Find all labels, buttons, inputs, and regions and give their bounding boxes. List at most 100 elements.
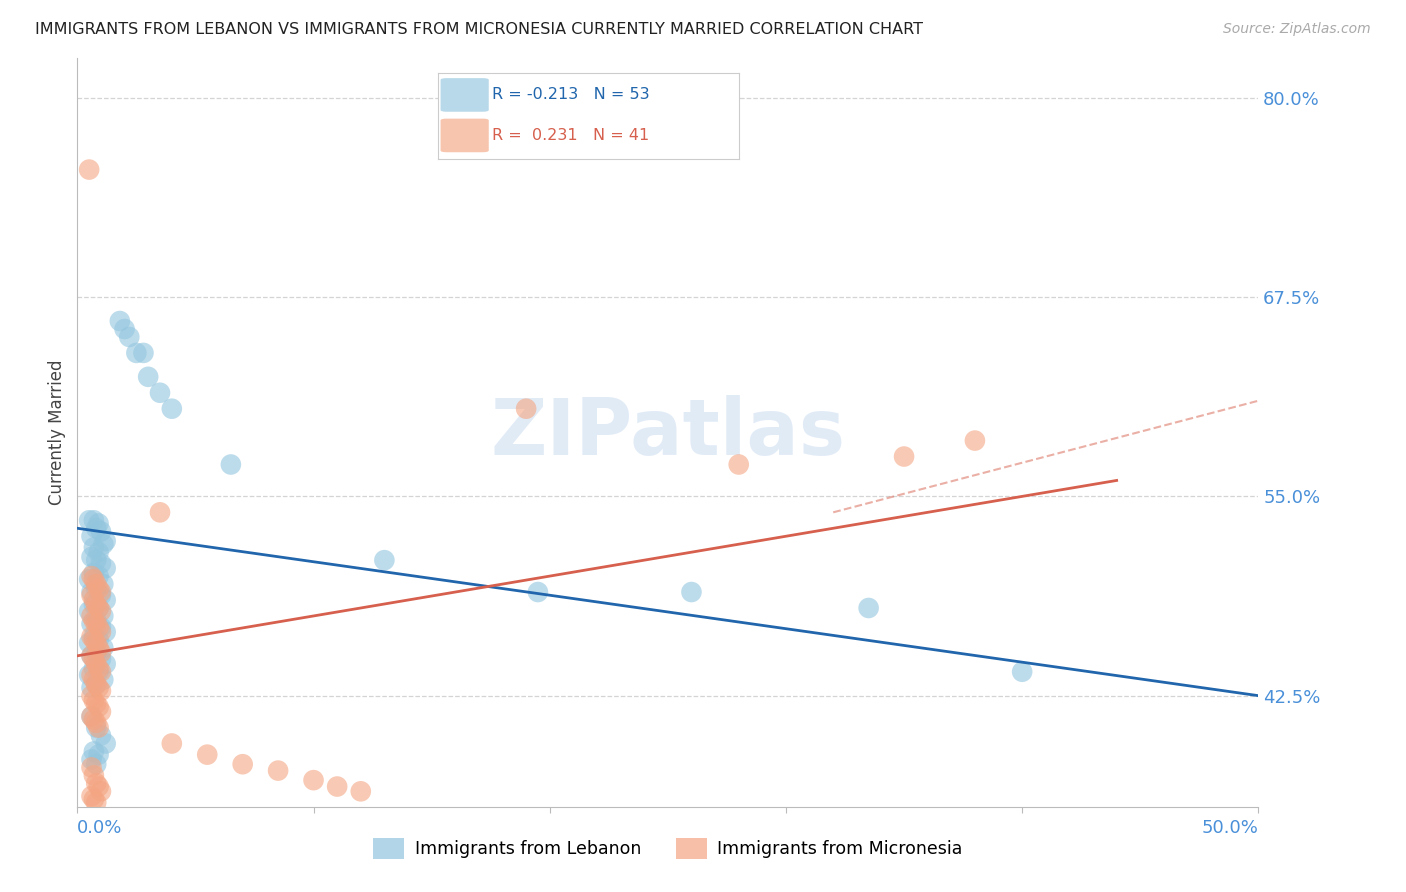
Point xyxy=(90,646,112,660)
Point xyxy=(83,744,105,758)
Text: IMMIGRANTS FROM LEBANON VS IMMIGRANTS FROM MICRONESIA CURRENTLY MARRIED CORRELAT: IMMIGRANTS FROM LEBANON VS IMMIGRANTS FR… xyxy=(35,22,924,37)
Point xyxy=(77,572,100,586)
Text: 50.0%: 50.0% xyxy=(1202,820,1258,838)
Point xyxy=(80,630,103,644)
Point xyxy=(118,330,141,344)
Point xyxy=(94,737,117,751)
Point xyxy=(83,513,105,527)
Point xyxy=(90,524,112,539)
Point xyxy=(84,598,107,612)
Point xyxy=(80,760,103,774)
Point xyxy=(84,582,107,596)
Point xyxy=(108,314,131,328)
Point xyxy=(80,549,103,564)
Point xyxy=(90,705,112,719)
Point xyxy=(83,614,105,628)
Point xyxy=(87,699,110,714)
Point xyxy=(84,657,107,671)
Point xyxy=(83,713,105,727)
Y-axis label: Currently Married: Currently Married xyxy=(48,359,66,506)
Point xyxy=(77,668,100,682)
Point xyxy=(83,693,105,707)
Point xyxy=(160,401,183,416)
Text: 0.0%: 0.0% xyxy=(77,820,122,838)
Point xyxy=(87,516,110,531)
Point xyxy=(149,385,172,400)
Point xyxy=(87,601,110,615)
Point xyxy=(90,729,112,743)
Point xyxy=(267,764,290,778)
Point xyxy=(87,620,110,634)
Point xyxy=(80,689,103,703)
Point xyxy=(87,582,110,596)
Point xyxy=(84,521,107,535)
Point xyxy=(80,648,103,663)
Point xyxy=(83,572,105,586)
Point xyxy=(84,757,107,772)
Point xyxy=(90,620,112,634)
Point xyxy=(77,162,100,177)
Point xyxy=(83,768,105,782)
Point xyxy=(94,593,117,607)
Point xyxy=(1011,665,1033,679)
Point xyxy=(80,709,103,723)
Point xyxy=(84,715,107,730)
Point xyxy=(80,668,103,682)
Point xyxy=(94,561,117,575)
Point xyxy=(84,553,107,567)
Point xyxy=(80,681,103,695)
Point xyxy=(963,434,986,448)
Point xyxy=(84,776,107,790)
Point xyxy=(87,681,110,695)
Point xyxy=(219,458,242,472)
Point xyxy=(83,652,105,666)
Point xyxy=(80,529,103,543)
Point xyxy=(80,588,103,602)
Point xyxy=(91,537,114,551)
Point xyxy=(91,609,114,624)
Point xyxy=(80,709,103,723)
Point xyxy=(84,577,107,591)
Point xyxy=(80,789,103,803)
Point xyxy=(160,737,183,751)
Point xyxy=(87,601,110,615)
Point xyxy=(232,757,254,772)
Point xyxy=(84,677,107,691)
Point xyxy=(87,545,110,559)
Text: Source: ZipAtlas.com: Source: ZipAtlas.com xyxy=(1223,22,1371,37)
Point xyxy=(90,624,112,639)
Point xyxy=(87,640,110,655)
Point xyxy=(91,577,114,591)
Point xyxy=(90,585,112,599)
Point xyxy=(527,585,550,599)
Point xyxy=(77,513,100,527)
Point xyxy=(114,322,136,336)
Point xyxy=(84,721,107,735)
Text: ZIPatlas: ZIPatlas xyxy=(491,394,845,471)
Point xyxy=(195,747,218,762)
Point xyxy=(83,566,105,580)
Point xyxy=(373,553,395,567)
Point xyxy=(149,505,172,519)
Point xyxy=(83,632,105,647)
Point xyxy=(84,646,107,660)
Point xyxy=(90,604,112,618)
Point xyxy=(91,640,114,655)
Point xyxy=(94,534,117,549)
Point xyxy=(350,784,373,798)
Point xyxy=(83,792,105,806)
Point xyxy=(80,648,103,663)
Point xyxy=(91,673,114,687)
Point xyxy=(87,780,110,794)
Point xyxy=(84,616,107,631)
Point xyxy=(83,541,105,555)
Point xyxy=(84,697,107,711)
Point xyxy=(90,557,112,571)
Point xyxy=(83,598,105,612)
Point xyxy=(515,401,537,416)
Point xyxy=(90,588,112,602)
Point xyxy=(87,665,110,679)
Point xyxy=(90,684,112,698)
Point xyxy=(893,450,915,464)
Point xyxy=(858,601,880,615)
